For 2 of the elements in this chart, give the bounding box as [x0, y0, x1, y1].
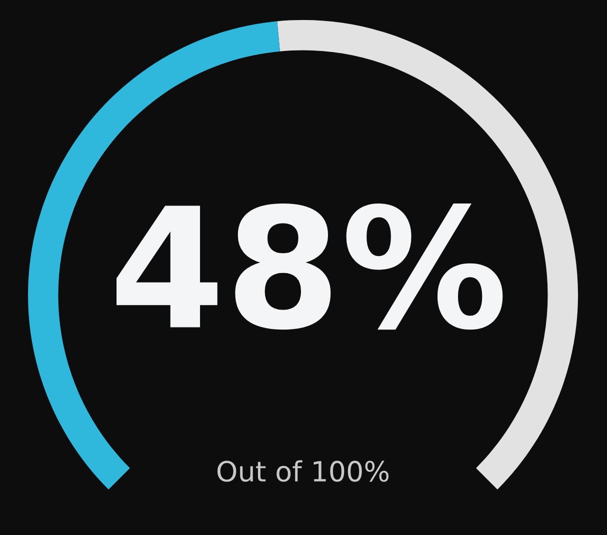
text: Out of 100%: [217, 460, 389, 482]
data-label: 48%: [116, 204, 503, 330]
